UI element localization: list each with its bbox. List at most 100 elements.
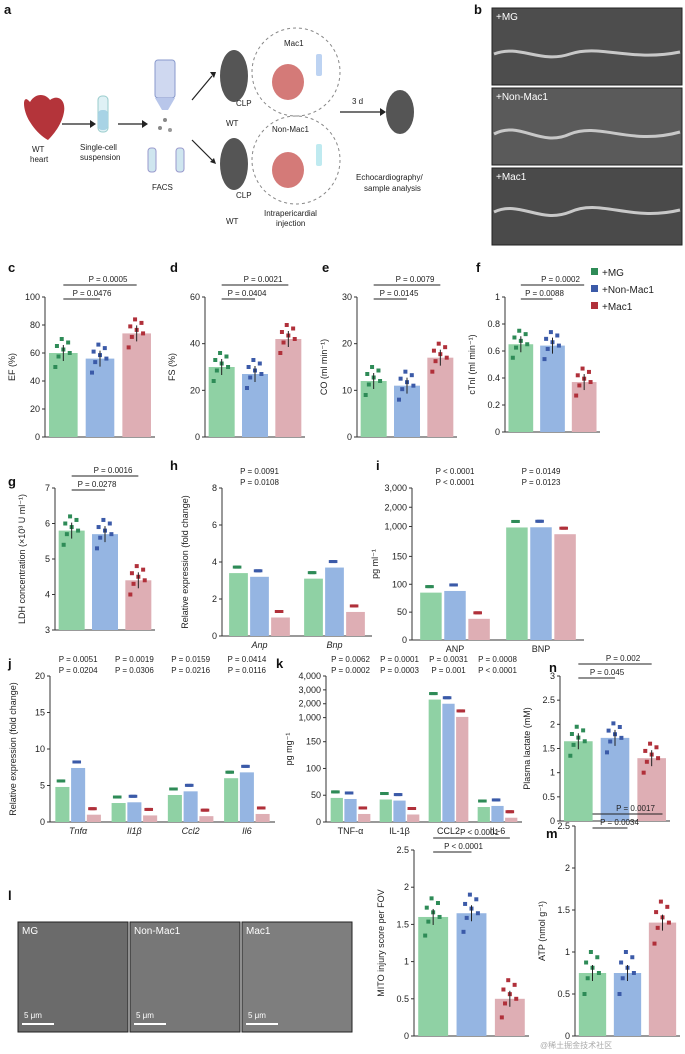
c-bar-0 [49,353,78,437]
m-y-tick-label: 0.5 [557,989,570,999]
j-x-tick-label: Ccl2 [182,826,200,836]
em-label-mg: MG [22,926,38,937]
m-y-tick-label: 0 [565,1031,570,1041]
k-x-tick-label: TNF-α [338,826,364,836]
j-bar [224,778,239,822]
k-y-axis-label: pg mg⁻¹ [284,733,294,766]
panel-letter-a: a [4,2,12,17]
panel-letter-i: i [376,458,380,473]
em-images: MG Non-Mac1 Mac1 5 μm 5 μm 5 μm [17,921,353,1033]
scale-bar-label-mac1: 5 μm [248,1011,266,1020]
n-y-tick-label: 3 [550,671,555,681]
m-point [623,950,628,954]
k-point [413,807,417,811]
j-x-tick-label: Tnfα [69,826,88,836]
j-pvalue: P = 0.0116 [228,666,267,675]
e-y-axis-label: CO (ml min⁻¹) [319,339,329,395]
mac1-label: Mac1 [284,39,304,48]
k-bar [477,807,490,822]
c-point [91,349,96,354]
l-point [423,933,428,938]
i-pvalue: P = 0.0149 [522,467,561,476]
l-y-tick-label: 2.5 [396,845,409,855]
k-pvalue: P = 0.0008 [478,655,517,664]
j-pvalue: P = 0.0306 [115,666,154,675]
panel-letter-m: m [546,826,558,841]
k-y-tick-label: 2,000 [298,699,321,709]
j-pvalue: P = 0.0019 [115,655,154,664]
mouse-analysis-icon [386,90,414,134]
m-pvalue-1: P = 0.0017 [616,804,655,813]
e-bar-2 [427,357,454,437]
l-bar-1 [456,913,487,1036]
m-y-tick-label: 1 [565,947,570,957]
m-point [595,955,600,960]
echo-label-mac1: +Mac1 [496,172,527,183]
em-label-nonmac1: Non-Mac1 [134,926,181,937]
i-point [540,519,544,523]
k-bar [491,805,504,822]
n-point [571,742,576,747]
g-y-tick-label: 7 [45,483,50,493]
d-y-tick-label: 40 [190,339,200,349]
n-point [619,735,624,740]
n-point [641,770,646,775]
i-point [516,519,520,523]
k-point [497,798,501,802]
wt-bottom: WT [226,217,239,226]
intrapericardial-line2: injection [276,219,305,228]
j-y-tick-label: 5 [40,781,45,791]
c-y-tick-label: 60 [30,348,40,358]
n-point [654,745,659,750]
m-point [588,950,593,954]
c-point [129,334,134,339]
e-point [433,359,438,364]
e-bar-0 [360,381,387,437]
panel-letter-l: l [8,888,12,903]
h-point [355,604,359,608]
d-pvalue-1: P = 0.0021 [244,275,283,284]
m-point [658,899,663,904]
i-bar [468,618,490,640]
m-point [619,960,624,965]
i-bar [506,527,528,640]
k-point [385,792,389,796]
c-point [102,346,107,351]
f-y-tick-label: 1 [495,292,500,302]
k-x-tick-label: CCL2 [437,826,460,836]
f-point [556,343,561,348]
c-point [66,340,71,345]
j-y-axis-label: Relative expression (fold change) [8,682,18,816]
m-point [665,904,670,909]
mouse-top-icon [220,50,248,102]
g-point [98,535,103,540]
k-point [511,810,515,814]
l-point [464,915,469,920]
c-point [128,324,133,329]
f-point [574,393,579,398]
j-point [190,783,194,787]
g-point [134,564,139,569]
c-point [139,320,144,325]
c-point [54,344,59,348]
c-point [133,317,138,322]
m-point [584,960,589,965]
c-y-tick-label: 80 [30,320,40,330]
j-bar [255,813,270,822]
n-y-tick-label: 0.5 [542,792,555,802]
n-y-tick-label: 1.5 [542,744,555,754]
n-point [644,759,649,764]
h-y-tick-label: 0 [212,631,217,641]
k-pvalue: P = 0.0031 [429,655,468,664]
k-y-tick-label: 100 [306,763,321,773]
g-y-tick-label: 6 [45,519,50,529]
d-point [251,358,256,362]
h-y-tick-label: 6 [212,520,217,530]
n-point [656,756,661,761]
m-y-tick-label: 1.5 [557,905,570,915]
c-y-tick-label: 0 [35,432,40,442]
f-point [545,346,550,351]
h-bar [250,576,269,636]
j-bar [86,814,101,822]
e-point [378,379,383,383]
